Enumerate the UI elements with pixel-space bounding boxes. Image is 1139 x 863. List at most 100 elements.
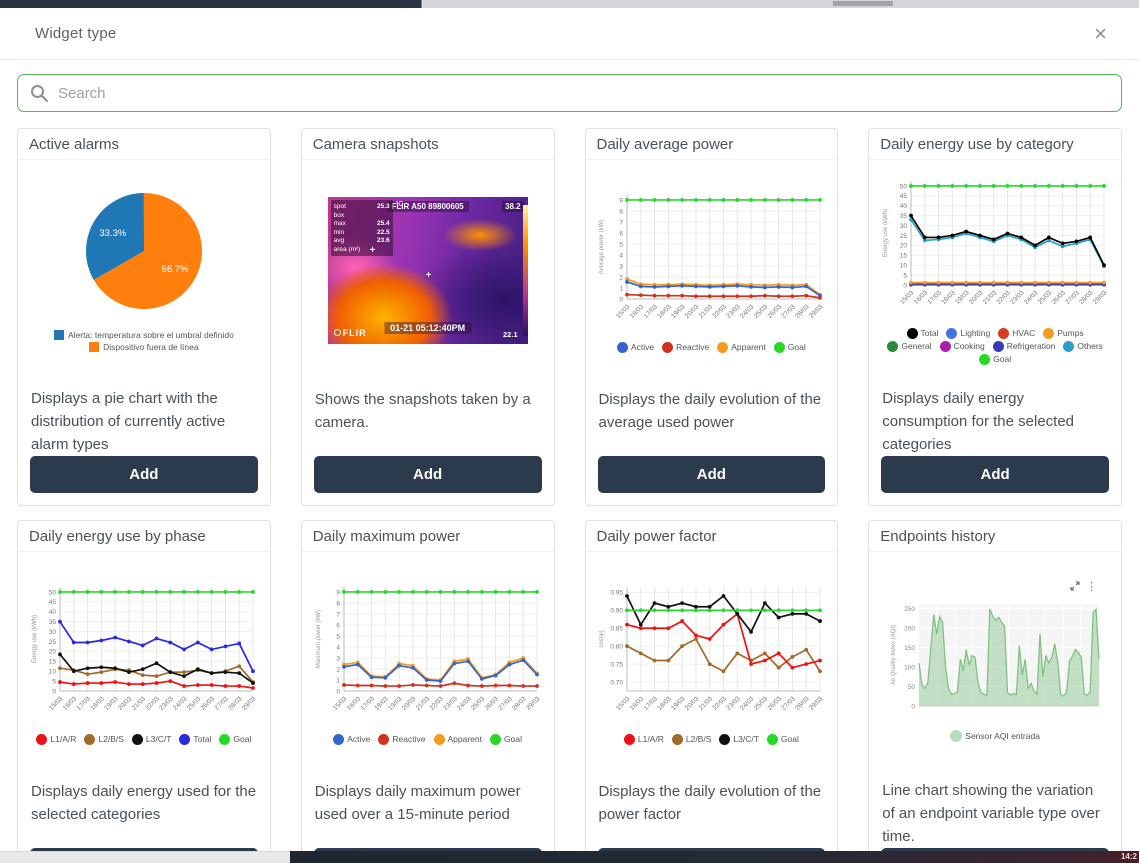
svg-text:21/03: 21/03 [698, 695, 715, 712]
svg-text:15/03: 15/03 [899, 289, 916, 306]
more-options-icon[interactable]: ⋮ [1086, 580, 1098, 593]
svg-text:0.95: 0.95 [611, 589, 624, 596]
add-widget-button[interactable]: Add [30, 848, 258, 851]
svg-text:24/03: 24/03 [1023, 289, 1040, 306]
legend-item: Others [1063, 340, 1103, 352]
svg-text:35: 35 [900, 213, 908, 220]
legend-swatch [89, 342, 100, 353]
search-bar [17, 74, 1122, 112]
widget-card: Daily energy use by category 0 5 10 15 20 25 3… [868, 128, 1122, 506]
widget-preview: ⋮ 0 50 100 150 200 250 Air Quality Index (AQI) S… [869, 552, 1121, 771]
close-icon[interactable]: × [1088, 21, 1113, 47]
camera-unit-label: °C [395, 200, 404, 208]
svg-text:19/03: 19/03 [954, 289, 971, 306]
svg-text:23/03: 23/03 [726, 303, 743, 320]
legend-item: Total [906, 327, 938, 339]
legend-swatch [773, 341, 785, 353]
add-widget-button[interactable]: Add [30, 456, 258, 493]
svg-text:27/03: 27/03 [1065, 289, 1082, 306]
legend-item: L2/B/S [671, 733, 711, 745]
svg-text:Energy use (kWh): Energy use (kWh) [883, 209, 889, 257]
legend-label: Refrigeration [1006, 341, 1056, 352]
svg-text:0: 0 [52, 688, 56, 695]
legend-label: Dispositivo fuera de línea [103, 342, 199, 353]
background-bottom-dark: 14:2 [290, 851, 1139, 863]
widget-preview: 33.3% 66.7% Alerta: temperatura sobre el u… [18, 160, 270, 379]
svg-text:3: 3 [620, 263, 624, 270]
widget-type-modal: Widget type × Active alarms 33.3% 66.7% Al… [0, 8, 1139, 851]
svg-text:0: 0 [904, 282, 908, 289]
chart-toolbar: ⋮ [1070, 580, 1097, 593]
chart-svg: 33.3% 66.7% [85, 193, 202, 310]
svg-text:20: 20 [900, 242, 908, 249]
svg-text:26/03: 26/03 [483, 695, 500, 712]
svg-text:4: 4 [336, 644, 340, 651]
widget-card-title: Active alarms [18, 129, 270, 160]
background-top-strip [0, 0, 1139, 8]
svg-text:16/03: 16/03 [629, 695, 646, 712]
search-input[interactable] [17, 74, 1122, 112]
svg-text:30: 30 [900, 223, 908, 230]
svg-text:0.75: 0.75 [611, 661, 624, 668]
svg-text:28/03: 28/03 [511, 695, 528, 712]
svg-text:15/03: 15/03 [615, 695, 632, 712]
crosshair-icon: + [425, 270, 432, 281]
camera-timestamp-label: 01-21 05:12:40PM [384, 321, 472, 334]
legend-label: Active [631, 342, 655, 352]
svg-text:26/03: 26/03 [767, 303, 784, 320]
chart-svg: 0 50 100 150 200 250 Air Quality Index (AQI) [891, 603, 1100, 710]
svg-text:28/03: 28/03 [795, 303, 812, 320]
legend-swatch [717, 341, 729, 353]
widget-card-title: Daily average power [585, 129, 838, 160]
svg-text:24/03: 24/03 [456, 695, 473, 712]
legend-item: L1/A/R [36, 733, 76, 745]
add-widget-button[interactable]: Add [881, 848, 1109, 851]
background-bottom-left [0, 851, 290, 863]
svg-text:25: 25 [900, 233, 908, 240]
legend-label: Goal [993, 354, 1012, 365]
legend-item: Reactive [662, 341, 710, 353]
legend-item: Goal [490, 733, 522, 745]
legend-item: Cooking [939, 340, 985, 352]
svg-text:5: 5 [904, 272, 908, 279]
svg-text:16/03: 16/03 [629, 303, 646, 320]
legend-item: Active [617, 341, 655, 353]
add-widget-button[interactable]: Add [881, 456, 1109, 493]
widget-card-title: Daily energy use by phase [18, 521, 270, 552]
svg-text:26/03: 26/03 [1051, 289, 1068, 306]
legend-item: Goal [766, 733, 799, 745]
widget-description: Shows the snapshots taken by a camera. [314, 391, 531, 432]
svg-text:27/03: 27/03 [781, 303, 798, 320]
legend-label: Total [193, 734, 212, 744]
add-widget-button[interactable]: Add [597, 456, 826, 493]
chart-legend: Total Lighting HVAC Pumps General Cooking Refr… [879, 327, 1111, 366]
svg-text:20/03: 20/03 [401, 695, 418, 712]
add-widget-button[interactable]: Add [597, 848, 826, 851]
svg-text:0.70: 0.70 [611, 679, 624, 686]
svg-text:27/03: 27/03 [781, 695, 798, 712]
add-widget-button[interactable]: Add [313, 456, 542, 493]
legend-label: Reactive [676, 342, 710, 352]
legend-swatch [36, 733, 48, 745]
legend-label: L3/C/T [145, 734, 172, 744]
add-widget-button[interactable]: Add [313, 848, 542, 851]
widget-card: Endpoints history ⋮ 0 50 100 150 200 250 Air Qu… [868, 520, 1122, 851]
legend-swatch [1063, 340, 1075, 352]
widget-grid: Active alarms 33.3% 66.7% Alerta: temperat… [17, 128, 1122, 851]
svg-text:25/03: 25/03 [753, 303, 770, 320]
modal-title: Widget type [35, 25, 117, 42]
svg-text:9: 9 [336, 589, 340, 596]
svg-text:3: 3 [336, 655, 340, 662]
svg-text:22/03: 22/03 [996, 289, 1013, 306]
crosshair-icon: + [369, 245, 376, 256]
legend-item: Goal [219, 733, 251, 745]
widget-description: Displays the daily evolution of the aver… [598, 391, 822, 432]
legend-item: Pumps [1043, 327, 1084, 339]
svg-text:0.85: 0.85 [611, 625, 624, 632]
svg-text:27/03: 27/03 [213, 695, 230, 712]
legend-swatch [939, 340, 951, 352]
expand-icon[interactable] [1070, 581, 1080, 591]
widget-card: Active alarms 33.3% 66.7% Alerta: temperat… [17, 128, 271, 506]
widget-card-title: Camera snapshots [301, 129, 554, 160]
legend-swatch [490, 733, 501, 745]
